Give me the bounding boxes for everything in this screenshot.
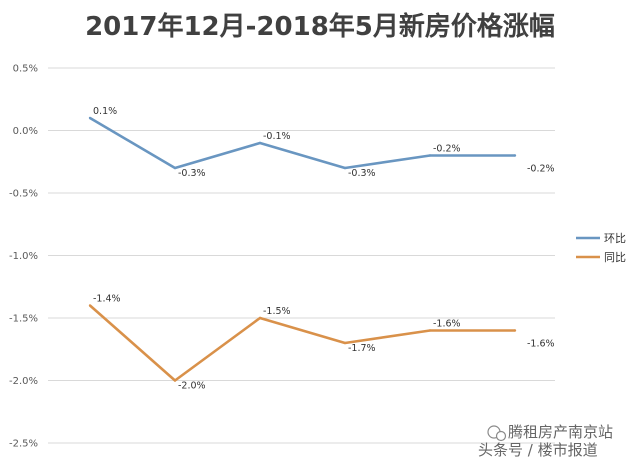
data-point [88,116,92,120]
y-tick-label: -2.0% [9,376,38,387]
y-tick-label: -1.5% [9,314,38,325]
watermark-line1: 腾租房产南京站 [508,423,613,441]
y-tick-label: 0.5% [13,64,38,75]
data-point [343,341,347,345]
data-point [513,329,517,332]
data-point [428,329,432,332]
y-tick-label: -2.5% [9,439,38,450]
data-point [173,166,177,170]
data-label: -1.5% [263,306,291,317]
data-label: -1.7% [348,343,376,354]
legend-label: 环比 [604,232,626,245]
data-label: -1.6% [527,339,555,350]
data-label: -1.6% [433,319,461,330]
data-label: -1.4% [93,294,121,305]
data-label: -0.1% [263,131,291,142]
data-label: -0.2% [433,144,461,155]
data-label: -2.0% [178,381,206,392]
data-point [258,141,262,145]
wechat-icon [487,425,507,442]
data-label: 0.1% [93,106,117,117]
data-point [428,154,432,157]
data-point [258,316,262,320]
data-point [88,304,92,307]
legend-label: 同比 [604,251,626,264]
y-tick-label: -0.5% [9,189,38,200]
chart-title: 2017年12月-2018年5月新房价格涨幅 [85,12,555,42]
series-line-2 [89,304,515,382]
y-tick-label: 0.0% [13,126,38,137]
data-label: -0.3% [178,168,206,179]
series-line-1 [89,116,515,170]
data-label: -0.2% [527,164,555,175]
data-point [343,166,347,170]
y-tick-label: -1.0% [9,251,38,262]
data-point [173,379,177,382]
data-point [513,154,517,157]
watermark-line2: 头条号 / 楼市报道 [478,441,598,459]
data-label: -0.3% [348,168,376,179]
